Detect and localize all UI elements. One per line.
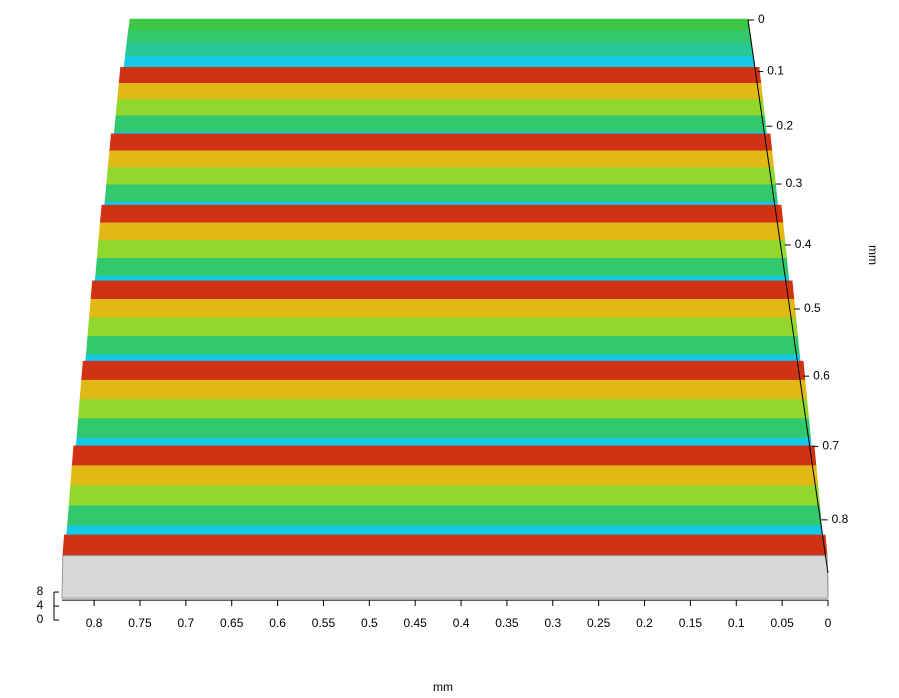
- surface-band: [99, 204, 784, 224]
- x-tick-label: 0.15: [679, 616, 703, 630]
- z-tick-label: 4: [37, 598, 44, 612]
- y-tick-label: 0.6: [813, 368, 830, 382]
- surface-band: [62, 534, 828, 556]
- y-tick-label: 0.2: [776, 118, 793, 132]
- surface-band: [90, 280, 795, 300]
- x-tick-label: 0.2: [636, 616, 653, 630]
- surface-band: [79, 379, 808, 400]
- surface-band: [67, 505, 822, 527]
- surface-band: [70, 465, 819, 486]
- surface-band: [115, 99, 765, 117]
- x-tick-label: 0.35: [495, 616, 519, 630]
- y-tick-label: 0.8: [832, 512, 849, 526]
- surface-band: [124, 42, 754, 57]
- y-tick-label: 0.7: [822, 439, 839, 453]
- x-tick-label: 0.1: [728, 616, 745, 630]
- z-tick-label: 0: [37, 612, 44, 626]
- x-tick-label: 0: [825, 616, 832, 630]
- surface-band: [126, 30, 753, 44]
- z-tick-label: 8: [37, 584, 44, 598]
- surface-band: [87, 317, 798, 337]
- surface: [62, 18, 828, 556]
- surface-band: [85, 335, 800, 356]
- y-tick-label: 0.1: [767, 64, 784, 78]
- surface-band: [107, 150, 775, 169]
- x-tick-label: 0.3: [544, 616, 561, 630]
- x-tick-label: 0.4: [453, 616, 470, 630]
- surface-band: [104, 184, 778, 203]
- x-tick-label: 0.45: [404, 616, 428, 630]
- surface-band: [81, 360, 806, 381]
- surface-band: [68, 485, 821, 506]
- front-wall: [61, 555, 829, 599]
- surface-band: [123, 56, 756, 70]
- surface-band: [109, 133, 773, 152]
- x-tick-label: 0.25: [587, 616, 611, 630]
- x-tick-label: 0.8: [86, 616, 103, 630]
- x-tick-label: 0.75: [128, 616, 152, 630]
- x-tick-label: 0.6: [269, 616, 286, 630]
- surface-band: [89, 298, 797, 318]
- surface-band: [96, 240, 787, 259]
- surface-band: [117, 83, 764, 100]
- y-axis-label: mm: [866, 245, 880, 265]
- x-tick-label: 0.65: [220, 616, 244, 630]
- surface-band: [78, 399, 810, 420]
- surface-band: [106, 167, 776, 186]
- x-tick-label: 0.05: [770, 616, 794, 630]
- surface-band: [98, 222, 786, 241]
- surface-band: [114, 115, 767, 133]
- x-tick-label: 0.7: [178, 616, 195, 630]
- y-tick-label: 0.3: [786, 176, 803, 190]
- surface-band: [76, 418, 811, 439]
- surface-band: [118, 66, 762, 84]
- x-axis-label: mm: [433, 680, 453, 694]
- surface-band: [71, 445, 817, 466]
- surface-band: [128, 18, 751, 32]
- surface-band: [95, 257, 789, 277]
- x-tick-label: 0.55: [312, 616, 336, 630]
- y-tick-label: 0.5: [804, 301, 821, 315]
- y-tick-label: 0: [758, 12, 765, 26]
- x-tick-label: 0.5: [361, 616, 378, 630]
- y-axis: [747, 19, 829, 574]
- y-tick-label: 0.4: [795, 237, 812, 251]
